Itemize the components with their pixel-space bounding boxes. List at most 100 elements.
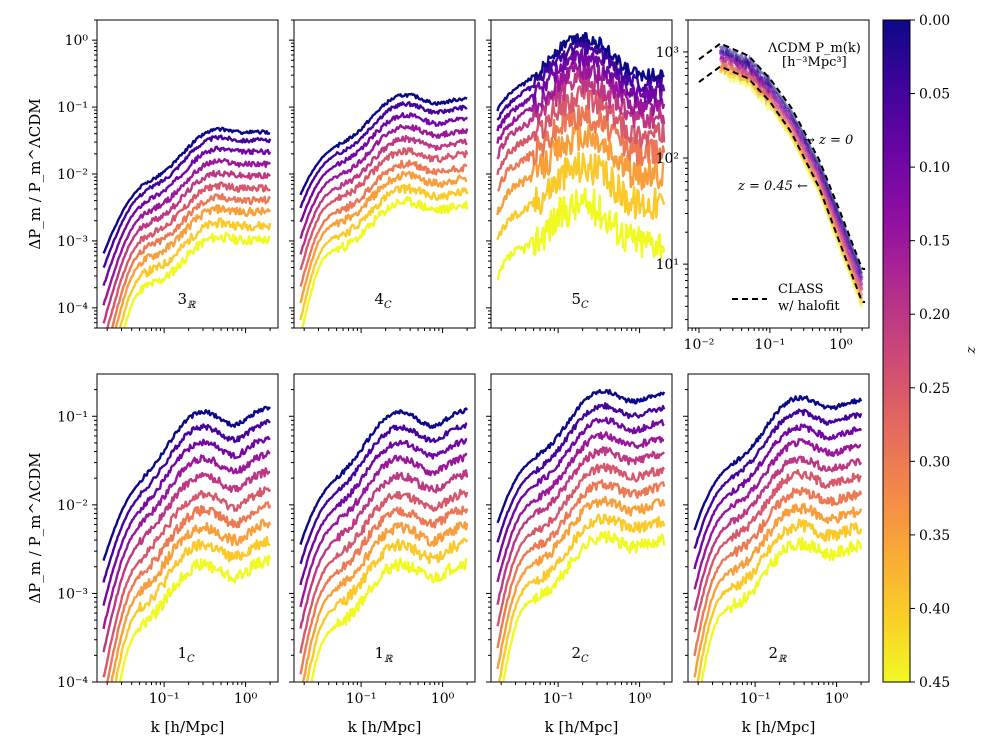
x-ticks: 10⁻¹ 10⁰ — [303, 682, 468, 707]
x-tick-label: 10⁰ — [825, 691, 849, 707]
colorbar-tick-label: 0.05 — [919, 87, 950, 103]
panel-label: 3ℝ — [178, 290, 197, 311]
x-tick-label: 10⁻¹ — [346, 691, 377, 707]
panel-frame — [96, 19, 279, 329]
series-line-z0.15 — [496, 431, 665, 583]
y-tick-label: 10⁻¹ — [57, 100, 88, 116]
panel-7: 2C 10⁻¹ 10⁰ — [486, 373, 673, 707]
series-line-z0.1 — [102, 435, 271, 606]
pk-annotation-z0: → z = 0 — [804, 133, 853, 148]
series-line-z0.3 — [106, 501, 272, 682]
x-tick-label: 10⁻² — [684, 337, 715, 353]
panel-5: 1C 10⁻¹ 10⁰ 10⁻¹ 10⁻² 10⁻³ 10⁻⁴ — [57, 373, 279, 707]
x-axis-label: k [h/Mpc] — [742, 718, 816, 736]
colorbar-label: z — [964, 346, 979, 354]
x-ticks — [303, 328, 468, 333]
series-line-z0.35 — [496, 122, 665, 216]
x-axis-label: k [h/Mpc] — [545, 718, 619, 736]
series-line-z0.05 — [496, 39, 665, 121]
panel-frame — [96, 373, 279, 683]
class-halofit-z045 — [698, 65, 866, 303]
series-line-z0.15 — [299, 124, 469, 239]
pk-title-line1: ΛCDM P_m(k) — [767, 41, 861, 56]
pk-series-z0 — [718, 43, 864, 275]
y-tick-label: 10⁻¹ — [57, 409, 88, 425]
colorbar-ticks: 0.00 0.05 0.10 0.15 0.20 0.25 0.30 0.35 0.40 0.45 — [910, 13, 950, 691]
panel-curves — [496, 31, 666, 281]
series-line-z0.45 — [118, 554, 272, 682]
colorbar-tick-label: 0.45 — [919, 675, 950, 691]
y-tick-label: 10⁻⁴ — [57, 675, 88, 691]
series-line-z0.3 — [299, 159, 468, 287]
y-ticks: 10³ 10² 10¹ — [656, 19, 688, 321]
series-line-z0.25 — [693, 469, 863, 633]
x-tick-label: 10⁰ — [234, 691, 258, 707]
y-axis-label-top: ΔP_m / P_m^ΛCDM — [26, 98, 44, 249]
panel-curves — [102, 126, 272, 328]
series-line-z0.45 — [301, 196, 469, 328]
y-tick-label: 10⁻² — [57, 498, 88, 514]
panel-label: 4C — [375, 290, 393, 311]
panel-label: 1ℝ — [375, 644, 394, 665]
x-axis-label: k [h/Mpc] — [348, 718, 422, 736]
series-line-z0.2 — [496, 70, 666, 160]
pk-series-z0.2 — [719, 55, 864, 290]
series-line-z0.35 — [496, 495, 666, 670]
y-ticks — [486, 389, 491, 683]
y-ticks: 10⁻¹ 10⁻² 10⁻³ 10⁻⁴ — [57, 389, 97, 691]
x-tick-label: 10⁰ — [829, 337, 853, 353]
series-line-z0.3 — [299, 505, 469, 675]
y-tick-label: 10⁻⁴ — [57, 301, 88, 317]
series-line-z0.1 — [299, 112, 469, 223]
series-line-z0.2 — [496, 446, 666, 605]
panel-label: 2ℝ — [769, 644, 788, 665]
x-ticks — [106, 328, 271, 333]
pk-y-tick-label: 10² — [656, 151, 679, 167]
panel-2: 4C — [289, 19, 476, 333]
colorbar-tick-label: 0.25 — [919, 381, 950, 397]
colorbar-tick-label: 0.10 — [919, 160, 950, 176]
series-line-z0.45 — [496, 187, 666, 281]
y-tick-label: 10⁰ — [65, 33, 89, 49]
series-line-z0.15 — [693, 438, 862, 590]
panel-8: 2ℝ 10⁻¹ 10⁰ — [683, 373, 870, 707]
x-tick-label: 10⁻¹ — [754, 337, 785, 353]
pk-y-tick-label: 10¹ — [656, 257, 679, 273]
x-ticks: 10⁻¹ 10⁰ — [697, 682, 862, 707]
colorbar-tick-label: 0.20 — [919, 307, 950, 323]
panel-curves — [102, 405, 272, 682]
series-line-z0.25 — [496, 84, 666, 176]
panel-label: 1C — [178, 644, 196, 665]
series-line-z0.35 — [299, 170, 468, 304]
panel-label: 2C — [572, 644, 590, 665]
pk-series-z0.25 — [718, 57, 864, 292]
panel-6: 1ℝ 10⁻¹ 10⁰ — [289, 373, 476, 707]
series-line-z0.25 — [299, 488, 469, 654]
y-tick-label: 10⁻² — [57, 167, 88, 183]
series-line-z0 — [693, 395, 863, 531]
y-axis-label-bottom: ΔP_m / P_m^ΛCDM — [26, 452, 44, 603]
series-line-z0 — [496, 388, 666, 524]
series-line-z0.2 — [102, 169, 271, 324]
series-line-z0.25 — [106, 181, 271, 328]
series-line-z0.25 — [102, 486, 272, 678]
series-line-z0.45 — [123, 232, 271, 328]
x-axis-labels: k [h/Mpc] k [h/Mpc] k [h/Mpc] k [h/Mpc] — [151, 718, 816, 736]
series-line-z0.45 — [310, 557, 468, 682]
series-line-z0.35 — [301, 521, 469, 682]
y-ticks — [683, 389, 688, 683]
series-line-z0.05 — [102, 419, 271, 583]
x-axis-label: k [h/Mpc] — [151, 718, 225, 736]
panel-curves — [496, 388, 666, 682]
panel-label: 5C — [572, 290, 590, 311]
series-line-z0.15 — [299, 452, 468, 608]
panel-frame — [490, 373, 673, 683]
colorbar-tick-label: 0.30 — [919, 454, 950, 470]
svg-text:ΔP_m / P_m^ΛCDM: ΔP_m / P_m^ΛCDM — [26, 452, 44, 603]
series-line-z0.05 — [496, 402, 666, 543]
panel-curves — [698, 42, 866, 308]
series-line-z0.05 — [693, 408, 863, 549]
series-line-z0.15 — [102, 449, 271, 630]
x-tick-label: 10⁰ — [431, 691, 455, 707]
series-line-z0.1 — [299, 438, 468, 586]
